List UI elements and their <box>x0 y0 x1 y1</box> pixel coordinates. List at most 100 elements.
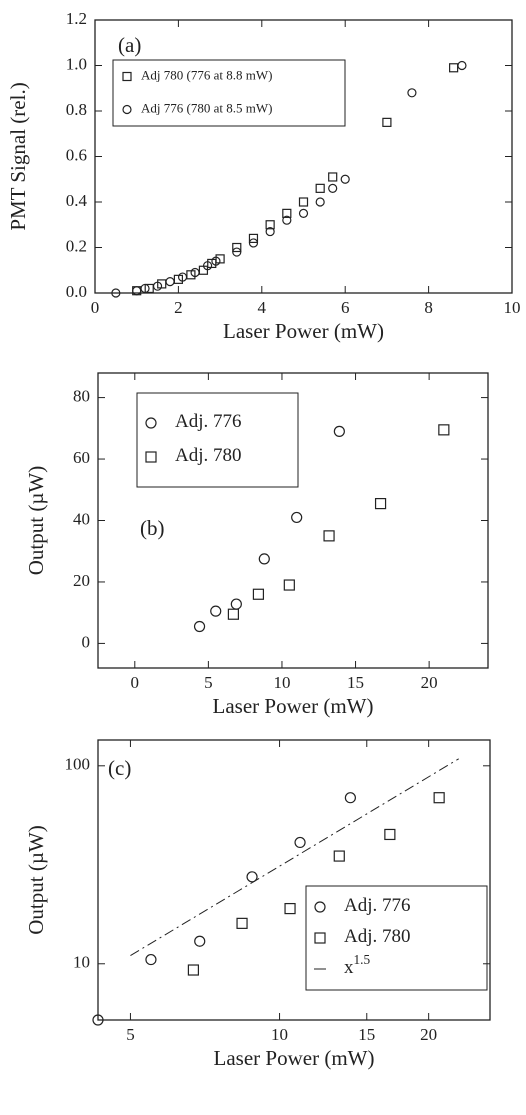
y-tick-label: 0 <box>82 632 91 651</box>
x-tick-label: 8 <box>424 298 433 317</box>
data-point <box>291 511 303 524</box>
data-point <box>382 117 392 127</box>
legend-label-text: Adj 776 (780 at 8.5 mW) <box>141 100 272 115</box>
data-point <box>328 183 338 193</box>
x-tick-label: 10 <box>504 298 521 317</box>
x-tick-label: 4 <box>258 298 267 317</box>
y-tick-label: 1.2 <box>66 9 87 28</box>
data-point <box>333 850 345 862</box>
data-point <box>202 261 213 271</box>
x-axis-label: Laser Power (mW) <box>213 694 374 718</box>
data-point <box>283 579 295 591</box>
legend-label-sup: 1.5 <box>354 952 371 967</box>
y-tick-label: 0.0 <box>66 282 87 301</box>
data-point <box>248 238 259 248</box>
legend-marker <box>122 71 132 82</box>
data-point <box>145 953 157 966</box>
data-point <box>246 871 258 883</box>
data-point <box>333 425 345 437</box>
data-point <box>433 792 445 804</box>
y-tick-label: 0.8 <box>66 100 87 119</box>
legend-frame <box>136 392 299 488</box>
data-point <box>298 208 309 218</box>
legend-label: Adj 776 (780 at 8.5 mW) <box>141 100 272 115</box>
data-point <box>232 247 242 257</box>
data-point <box>328 172 338 182</box>
legend-label: Adj. 776 <box>175 411 242 432</box>
x-tick-label: 6 <box>341 298 350 317</box>
data-point <box>258 553 270 565</box>
plot-frame <box>94 19 513 294</box>
data-point <box>344 792 356 804</box>
x-tick-label: 0 <box>91 298 100 317</box>
y-tick-label: 0.4 <box>66 191 88 210</box>
legend-marker <box>145 451 157 463</box>
x-axis-label: Laser Power (mW) <box>223 319 384 343</box>
y-axis-label: Output (µW) <box>24 825 48 935</box>
y-tick-label: 0.2 <box>66 236 87 255</box>
legend-label-text: Adj. 780 <box>175 445 242 466</box>
x-tick-label: 10 <box>271 1025 288 1044</box>
data-point <box>282 215 292 225</box>
data-point <box>282 208 292 218</box>
data-point <box>140 283 150 294</box>
legend-frame <box>112 59 346 127</box>
legend-label-text: x <box>344 957 354 978</box>
y-tick-label: 1.0 <box>66 54 87 73</box>
data-point <box>144 283 154 294</box>
legend-label: Adj 780 (776 at 8.8 mW) <box>141 67 272 82</box>
data-point <box>252 588 265 600</box>
legend-label: Adj. 776 <box>344 895 411 916</box>
y-tick-label: 0.6 <box>66 145 87 164</box>
y-tick-label: 100 <box>65 755 91 774</box>
legend-label-text: Adj. 776 <box>175 411 242 432</box>
panel-label: (c) <box>108 756 131 780</box>
data-point <box>323 530 335 542</box>
data-point <box>340 174 350 184</box>
legend-label-text: Adj. 776 <box>344 895 411 916</box>
data-point <box>193 620 206 633</box>
x-tick-label: 2 <box>174 298 183 317</box>
legend-frame <box>305 885 488 991</box>
y-tick-label: 10 <box>73 953 90 972</box>
data-point <box>449 63 459 73</box>
data-point <box>298 197 309 207</box>
legend-label-text: Adj. 780 <box>344 926 411 947</box>
x-tick-label: 15 <box>347 673 364 692</box>
x-tick-label: 10 <box>273 673 290 692</box>
data-point <box>457 60 467 71</box>
data-point <box>227 608 239 620</box>
data-point <box>315 183 325 193</box>
data-point <box>236 917 248 929</box>
data-point <box>384 828 396 841</box>
data-point <box>232 242 242 253</box>
x-tick-label: 15 <box>358 1025 375 1044</box>
data-point <box>194 935 206 947</box>
plot-frame <box>97 739 491 1021</box>
data-point <box>248 233 259 243</box>
x-axis-label: Laser Power (mW) <box>214 1046 375 1070</box>
data-point <box>315 197 325 207</box>
legend-marker <box>122 104 132 115</box>
y-tick-label: 60 <box>73 448 90 467</box>
x-tick-label: 20 <box>420 1025 437 1044</box>
data-point <box>407 88 417 98</box>
data-point <box>132 286 142 296</box>
data-point <box>265 226 275 237</box>
data-point <box>284 902 296 915</box>
fit-line <box>130 758 459 957</box>
x-tick-label: 0 <box>131 673 140 692</box>
y-axis-label: Output (µW) <box>24 466 48 576</box>
legend-label-text: Adj 780 (776 at 8.8 mW) <box>141 67 272 82</box>
data-point <box>152 281 163 291</box>
legend-marker <box>145 417 157 429</box>
y-tick-label: 40 <box>73 509 90 528</box>
data-point <box>230 598 242 610</box>
panel-label: (a) <box>118 33 141 57</box>
data-point <box>111 288 121 298</box>
legend-label: x1.5 <box>344 952 370 978</box>
legend-marker <box>314 901 326 913</box>
x-tick-label: 5 <box>126 1025 135 1044</box>
legend-marker <box>314 932 326 944</box>
